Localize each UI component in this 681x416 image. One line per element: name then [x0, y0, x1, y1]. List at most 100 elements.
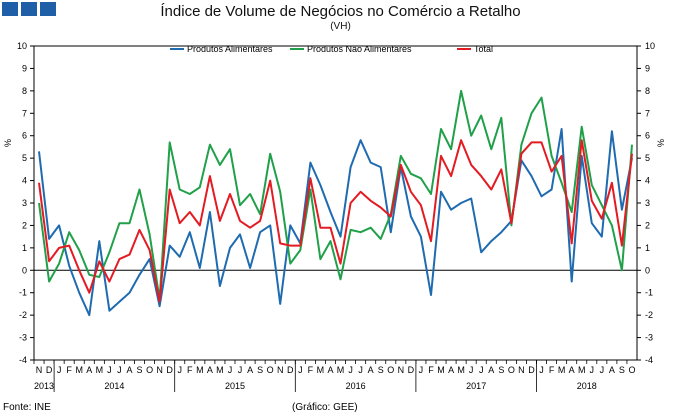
- year-label: 2018: [577, 381, 597, 391]
- year-label: 2015: [225, 381, 245, 391]
- x-tick-label: D: [528, 365, 535, 375]
- y-tick-label-left: 7: [22, 108, 27, 118]
- y-tick-label-left: 4: [22, 176, 27, 186]
- x-tick-label: D: [408, 365, 415, 375]
- x-tick-label: J: [539, 365, 544, 375]
- x-tick-label: M: [317, 365, 325, 375]
- y-tick-label-right: 5: [645, 153, 650, 163]
- brand-squares: [2, 2, 56, 16]
- y-axis-label-right: %: [656, 139, 666, 147]
- y-tick-label-right: 7: [645, 108, 650, 118]
- x-tick-label: S: [378, 365, 384, 375]
- legend-label: Produtos Não Alimentares: [307, 44, 412, 54]
- x-tick-label: J: [57, 365, 62, 375]
- y-tick-label-right: 8: [645, 86, 650, 96]
- x-tick-label: M: [578, 365, 586, 375]
- x-tick-label: N: [277, 365, 284, 375]
- y-tick-label-left: -4: [19, 355, 27, 365]
- source-label: Fonte: INE: [3, 402, 51, 413]
- y-tick-label-right: 9: [645, 63, 650, 73]
- y-tick-label-right: 0: [645, 265, 650, 275]
- x-tick-label: J: [590, 365, 595, 375]
- year-label: 2016: [346, 381, 366, 391]
- x-tick-label: A: [207, 365, 213, 375]
- y-tick-label-right: 10: [645, 41, 655, 51]
- x-tick-label: O: [267, 365, 274, 375]
- brand-square: [2, 2, 18, 16]
- brand-square: [21, 2, 37, 16]
- x-tick-label: F: [308, 365, 314, 375]
- x-tick-label: J: [228, 365, 233, 375]
- x-tick-label: J: [469, 365, 474, 375]
- x-tick-label: M: [96, 365, 104, 375]
- brand-square: [40, 2, 56, 16]
- x-tick-label: M: [337, 365, 345, 375]
- y-tick-label-right: -4: [645, 355, 653, 365]
- x-tick-label: N: [398, 365, 405, 375]
- x-tick-label: A: [126, 365, 132, 375]
- y-tick-label-left: 8: [22, 86, 27, 96]
- x-tick-label: O: [508, 365, 515, 375]
- y-tick-label-left: 6: [22, 131, 27, 141]
- legend-label: Total: [474, 44, 493, 54]
- y-tick-label-left: 0: [22, 265, 27, 275]
- x-tick-label: M: [558, 365, 566, 375]
- x-tick-label: D: [166, 365, 173, 375]
- x-tick-label: N: [518, 365, 525, 375]
- x-tick-label: M: [457, 365, 465, 375]
- x-tick-label: O: [387, 365, 394, 375]
- year-label: 2014: [104, 381, 124, 391]
- x-tick-label: O: [628, 365, 635, 375]
- x-tick-label: J: [298, 365, 303, 375]
- chart-subtitle: (VH): [330, 21, 351, 32]
- y-tick-label-right: 4: [645, 176, 650, 186]
- y-tick-label-left: -1: [19, 288, 27, 298]
- y-tick-label-right: 1: [645, 243, 650, 253]
- x-tick-label: A: [368, 365, 374, 375]
- x-tick-label: M: [196, 365, 204, 375]
- x-tick-label: F: [187, 365, 193, 375]
- x-tick-label: D: [46, 365, 53, 375]
- y-tick-label-left: 5: [22, 153, 27, 163]
- y-tick-label-left: 9: [22, 63, 27, 73]
- credit-label: (Gráfico: GEE): [292, 402, 358, 413]
- x-tick-label: J: [177, 365, 182, 375]
- series-line: [38, 139, 633, 303]
- x-tick-label: A: [86, 365, 92, 375]
- x-tick-label: F: [66, 365, 72, 375]
- x-tick-label: A: [569, 365, 575, 375]
- y-tick-label-right: -1: [645, 288, 653, 298]
- x-tick-label: A: [488, 365, 494, 375]
- x-tick-label: J: [419, 365, 424, 375]
- x-tick-label: J: [479, 365, 484, 375]
- x-tick-label: J: [117, 365, 122, 375]
- y-tick-label-left: 3: [22, 198, 27, 208]
- y-tick-label-left: 2: [22, 220, 27, 230]
- x-tick-label: S: [257, 365, 263, 375]
- y-tick-label-left: 1: [22, 243, 27, 253]
- y-tick-label-right: 6: [645, 131, 650, 141]
- x-tick-label: J: [358, 365, 363, 375]
- y-axis-label-left: %: [3, 139, 13, 147]
- x-tick-label: S: [498, 365, 504, 375]
- series-line: [38, 128, 633, 317]
- x-tick-label: A: [448, 365, 454, 375]
- x-tick-label: A: [609, 365, 615, 375]
- x-tick-label: N: [156, 365, 163, 375]
- x-tick-label: S: [137, 365, 143, 375]
- x-tick-label: A: [327, 365, 333, 375]
- y-tick-label-right: -3: [645, 333, 653, 343]
- x-tick-label: M: [75, 365, 83, 375]
- x-tick-label: S: [619, 365, 625, 375]
- plot-frame: [33, 45, 638, 361]
- y-tick-label-right: -2: [645, 310, 653, 320]
- y-tick-label-left: -3: [19, 333, 27, 343]
- series-line: [38, 89, 633, 301]
- year-label: 2017: [466, 381, 486, 391]
- x-tick-label: M: [216, 365, 224, 375]
- x-tick-label: M: [437, 365, 445, 375]
- x-tick-label: D: [287, 365, 294, 375]
- x-tick-label: J: [238, 365, 243, 375]
- year-label: 2013: [34, 381, 54, 391]
